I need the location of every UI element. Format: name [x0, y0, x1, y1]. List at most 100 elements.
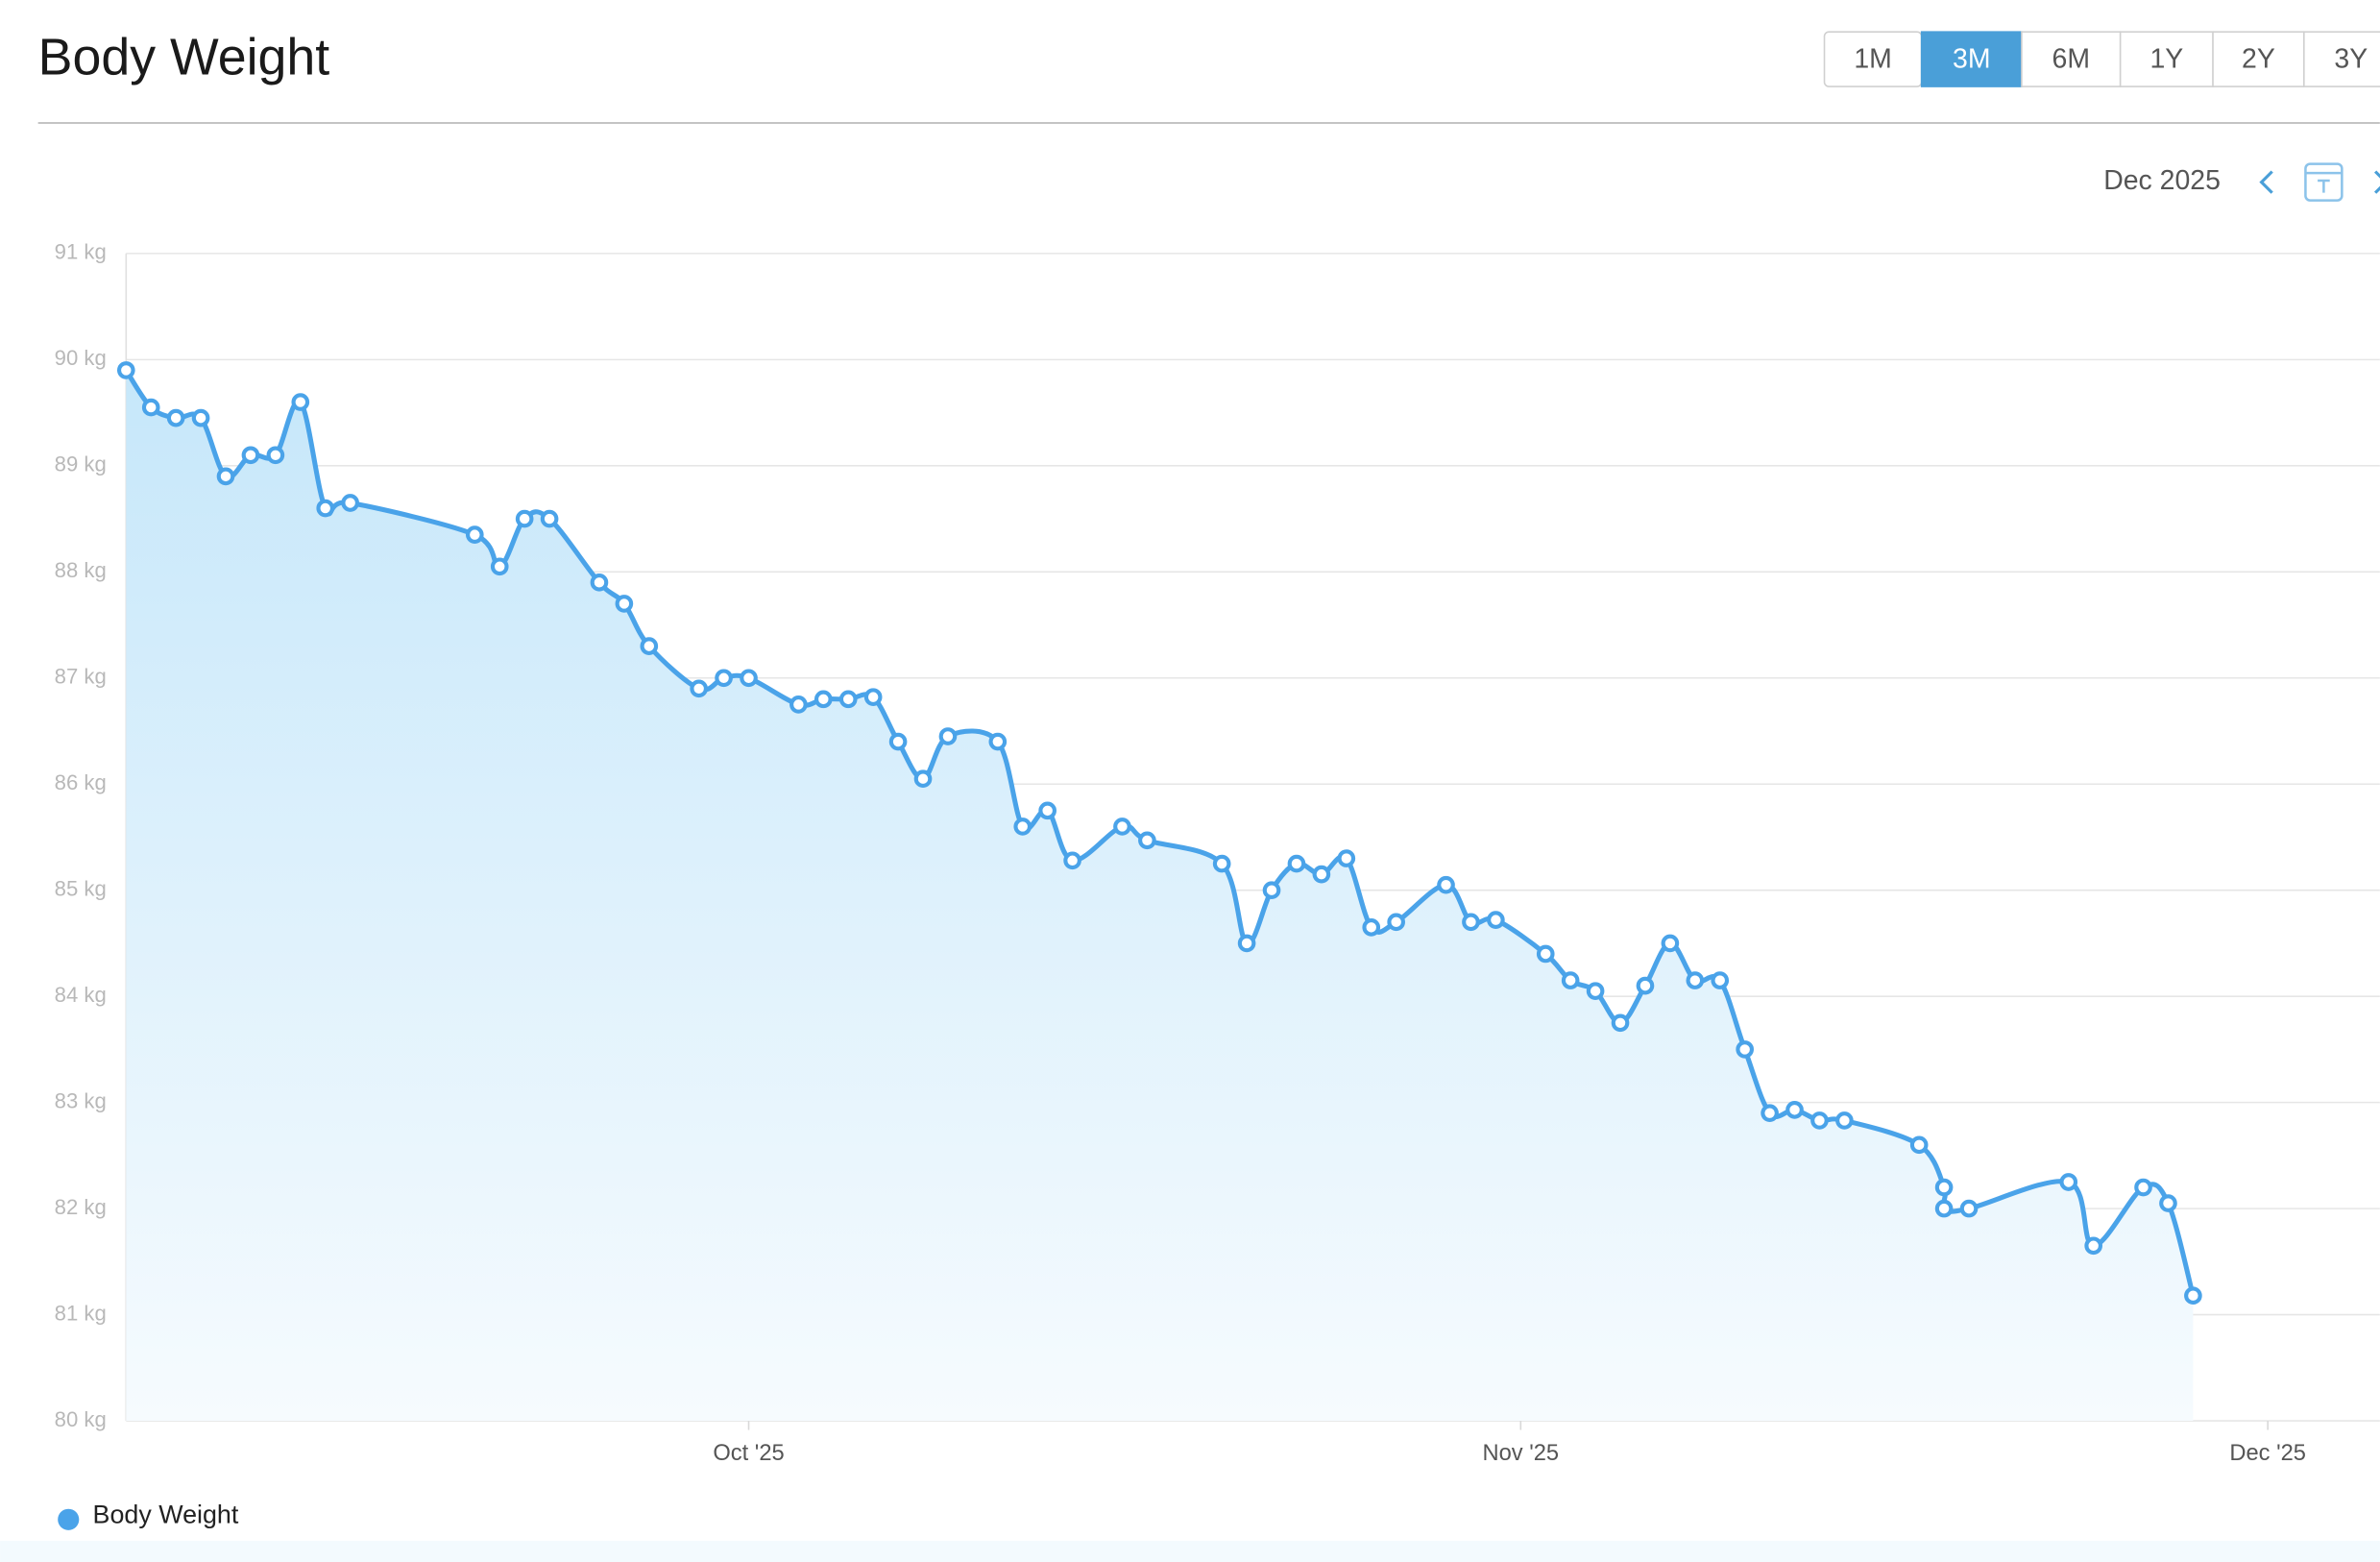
- point[interactable]: [465, 525, 484, 544]
- y-tick-label: 83 kg: [55, 1088, 107, 1112]
- point[interactable]: [1312, 865, 1331, 884]
- point[interactable]: [863, 688, 883, 706]
- point[interactable]: [216, 467, 235, 486]
- point[interactable]: [1287, 854, 1306, 873]
- point[interactable]: [838, 690, 858, 709]
- range-button-bg: [1920, 31, 2023, 87]
- next-button[interactable]: [2373, 170, 2380, 194]
- range-button[interactable]: 1M: [1823, 31, 1923, 87]
- point[interactable]: [615, 595, 634, 613]
- point[interactable]: [590, 574, 609, 592]
- point[interactable]: [1113, 818, 1131, 836]
- range-button[interactable]: 3M: [1920, 31, 2023, 87]
- point[interactable]: [316, 499, 335, 518]
- y-tick-label: 89 kg: [55, 452, 107, 476]
- x-tick-label: Nov '25: [1483, 1441, 1560, 1466]
- point[interactable]: [988, 732, 1008, 751]
- point[interactable]: [141, 398, 160, 417]
- bottom-strip: [0, 1540, 2380, 1562]
- point[interactable]: [490, 557, 509, 576]
- point[interactable]: [1013, 818, 1032, 836]
- prev-button[interactable]: [2259, 170, 2273, 194]
- y-tick-label: 85 kg: [55, 877, 107, 901]
- point[interactable]: [116, 361, 135, 379]
- point[interactable]: [1487, 911, 1505, 929]
- range-button-label: 1M: [1854, 44, 1892, 75]
- point[interactable]: [1387, 913, 1405, 932]
- range-button-label: 1Y: [2149, 44, 2183, 75]
- point[interactable]: [789, 696, 808, 714]
- range-selector: 1M 3M 6M 1Y 2Y 3Y: [1823, 31, 2380, 87]
- point[interactable]: [2159, 1194, 2177, 1212]
- point[interactable]: [1934, 1178, 1954, 1197]
- point[interactable]: [515, 509, 534, 528]
- range-button[interactable]: 6M: [2021, 31, 2122, 87]
- point[interactable]: [1636, 976, 1655, 995]
- point[interactable]: [1038, 801, 1056, 820]
- point[interactable]: [166, 408, 185, 427]
- range-button-label: 3Y: [2334, 44, 2368, 75]
- calendar-button[interactable]: [2304, 162, 2344, 202]
- page-title: Body Weight: [38, 28, 330, 85]
- y-tick-label: 91 kg: [55, 240, 107, 264]
- chart: 80 kg 81 kg 82 kg 83 kg 84 kg 85 kg 86 kg 87 kg…: [55, 240, 2380, 1530]
- point[interactable]: [1909, 1135, 1929, 1155]
- point[interactable]: [1686, 971, 1705, 989]
- point[interactable]: [640, 637, 659, 655]
- point[interactable]: [2084, 1236, 2102, 1256]
- point[interactable]: [814, 690, 833, 709]
- x-tick-label: Oct '25: [713, 1441, 784, 1466]
- y-tick-label: 80 kg: [55, 1407, 107, 1431]
- point[interactable]: [191, 408, 210, 427]
- point[interactable]: [1761, 1104, 1779, 1123]
- legend-label: Body Weight: [93, 1501, 239, 1529]
- point[interactable]: [540, 509, 559, 528]
- point[interactable]: [291, 393, 310, 411]
- point[interactable]: [888, 732, 908, 751]
- point[interactable]: [740, 669, 758, 688]
- point[interactable]: [2059, 1173, 2078, 1191]
- point[interactable]: [1934, 1199, 1954, 1218]
- point[interactable]: [938, 727, 958, 745]
- point[interactable]: [1711, 971, 1730, 989]
- point[interactable]: [715, 669, 733, 688]
- area: [126, 370, 2194, 1422]
- point[interactable]: [690, 679, 708, 698]
- point[interactable]: [241, 446, 260, 465]
- point[interactable]: [1063, 851, 1081, 870]
- point[interactable]: [1810, 1111, 1829, 1130]
- point[interactable]: [1661, 934, 1680, 953]
- y-tick-label: 88 kg: [55, 558, 107, 582]
- point[interactable]: [1262, 881, 1281, 900]
- y-tick-label: 86 kg: [55, 770, 107, 794]
- point[interactable]: [1362, 918, 1381, 937]
- point[interactable]: [1237, 934, 1256, 953]
- point[interactable]: [1561, 971, 1580, 989]
- point[interactable]: [913, 769, 933, 789]
- point[interactable]: [1337, 849, 1356, 867]
- point[interactable]: [1959, 1199, 1979, 1218]
- range-button[interactable]: 2Y: [2212, 31, 2305, 87]
- point[interactable]: [1611, 1013, 1630, 1033]
- range-button[interactable]: 1Y: [2119, 31, 2214, 87]
- range-button-bg: [2303, 31, 2380, 87]
- point[interactable]: [266, 446, 285, 465]
- point[interactable]: [1835, 1111, 1854, 1130]
- point[interactable]: [1536, 944, 1555, 964]
- point[interactable]: [1785, 1101, 1804, 1119]
- point[interactable]: [1138, 831, 1156, 850]
- range-button-label: 3M: [1953, 44, 1991, 75]
- point[interactable]: [2134, 1178, 2152, 1197]
- point[interactable]: [341, 494, 359, 512]
- point[interactable]: [1437, 875, 1455, 894]
- point[interactable]: [1462, 913, 1480, 932]
- range-button-label: 2Y: [2242, 44, 2275, 75]
- range-button[interactable]: 3Y: [2303, 31, 2380, 87]
- point[interactable]: [2184, 1286, 2202, 1306]
- point[interactable]: [1586, 982, 1605, 1000]
- point[interactable]: [1212, 854, 1231, 873]
- point[interactable]: [1736, 1040, 1754, 1059]
- y-tick-label: 81 kg: [55, 1301, 107, 1325]
